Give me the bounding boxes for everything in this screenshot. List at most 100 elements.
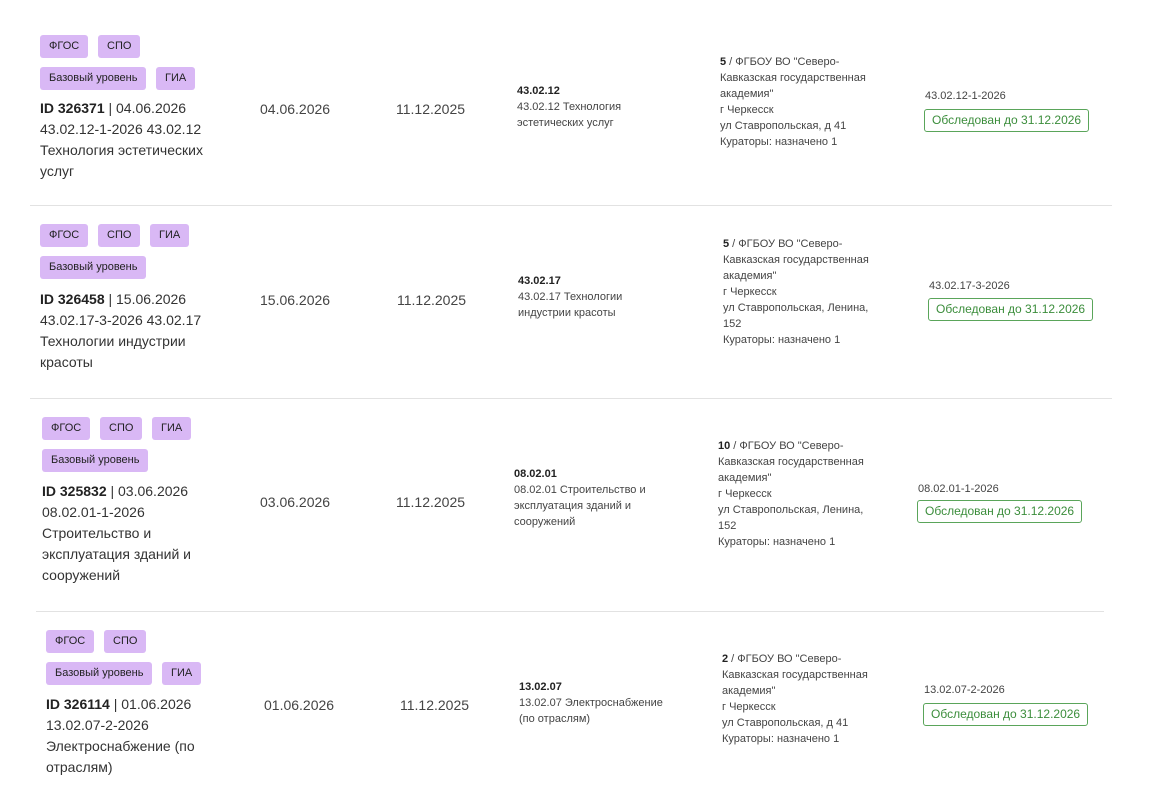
organization-line: Кавказская государственная: [720, 72, 866, 84]
row-divider: [36, 611, 1104, 612]
tag-badge: ГИА: [156, 67, 196, 90]
program-name-line: (по отраслям): [519, 713, 591, 725]
record-description-line: отраслям): [46, 759, 113, 775]
organization-line: г Черкесск: [720, 104, 774, 116]
record-description-line: Электроснабжение (по: [46, 738, 195, 754]
program-name-line: 43.02.12 Технология: [517, 101, 622, 113]
organization-line: ул Ставропольская, д 41: [722, 717, 849, 729]
organization-info: 5 / ФГБОУ ВО "Северо- Кавказская государс…: [720, 54, 910, 150]
exam-code: 13.02.07-2-2026: [924, 684, 1005, 696]
row-divider: [30, 205, 1112, 206]
organization-line: / ФГБОУ ВО "Северо-: [726, 56, 840, 68]
record-description: ID 325832 | 03.06.2026 08.02.01-1-2026 Стр…: [42, 481, 237, 586]
organization-line: ул Ставропольская, д 41: [720, 120, 847, 132]
status-badge: Обследован до 31.12.2026: [923, 703, 1089, 726]
created-date: 11.12.2025: [396, 494, 466, 510]
exam-code: 43.02.12-1-2026: [925, 90, 1006, 102]
record-description: ID 326458 | 15.06.2026 43.02.17-3-2026 43…: [40, 289, 235, 373]
program-name-line: индустрии красоты: [518, 307, 616, 319]
start-date: 15.06.2026: [260, 292, 331, 308]
record-id[interactable]: ID 326114: [46, 696, 110, 712]
tag-badge: Базовый уровень: [40, 67, 147, 90]
status-badge: Обследован до 31.12.2026: [917, 500, 1083, 523]
program-name-line: 08.02.01 Строительство и: [514, 484, 646, 496]
tag-badge: Базовый уровень: [42, 449, 149, 472]
record-id-date: | 03.06.2026: [106, 483, 189, 499]
status-badge: Обследован до 31.12.2026: [928, 298, 1094, 321]
organization-line: академия": [720, 88, 774, 100]
record-description-line: 08.02.01-1-2026: [42, 504, 145, 520]
program-name-line: 43.02.17 Технологии: [518, 291, 623, 303]
tag-badge: СПО: [98, 224, 141, 247]
start-date: 03.06.2026: [260, 494, 331, 510]
organization-line: академия": [723, 270, 777, 282]
organization-info: 10 / ФГБОУ ВО "Северо- Кавказская государ…: [718, 438, 908, 550]
record-description: ID 326114 | 01.06.2026 13.02.07-2-2026 Эле…: [46, 694, 241, 778]
record-description-line: услуг: [40, 163, 75, 179]
created-date: 11.12.2025: [396, 101, 466, 117]
program-info: 43.02.17 43.02.17 Технологии индустрии кра…: [518, 273, 698, 321]
record-id-date: | 01.06.2026: [109, 696, 192, 712]
program-name-line: 13.02.07 Электроснабжение: [519, 697, 663, 709]
tag-badge: ФГОС: [46, 630, 95, 653]
organization-line: академия": [718, 472, 772, 484]
tag-badge: ГИА: [150, 224, 190, 247]
tag-badge: СПО: [104, 630, 147, 653]
tag-badge: ФГОС: [40, 224, 89, 247]
record-description-line: сооружений: [42, 567, 121, 583]
record-description-line: Технология эстетических: [40, 142, 203, 158]
organization-line: Кураторы: назначено 1: [723, 334, 841, 346]
organization-count: 10: [718, 440, 731, 452]
tag-badge: ФГОС: [42, 417, 91, 440]
program-name-line: эстетических услуг: [517, 117, 614, 129]
record-description-line: Строительство и: [42, 525, 152, 541]
program-info: 13.02.07 13.02.07 Электроснабжение (по отр…: [519, 679, 699, 727]
organization-line: Кавказская государственная: [723, 254, 869, 266]
record-description-line: эксплуатация зданий и: [42, 546, 191, 562]
program-code: 08.02.01: [514, 468, 557, 480]
exam-code: 08.02.01-1-2026: [918, 483, 999, 495]
organization-line: 152: [723, 318, 742, 330]
program-info: 08.02.01 08.02.01 Строительство и эксплуат…: [514, 466, 694, 530]
tag-badge: ФГОС: [40, 35, 89, 58]
organization-info: 2 / ФГБОУ ВО "Северо- Кавказская государс…: [722, 651, 912, 747]
organization-count: 5: [720, 56, 727, 68]
organization-line: / ФГБОУ ВО "Северо-: [728, 653, 842, 665]
organization-line: г Черкесск: [723, 286, 777, 298]
record-id[interactable]: ID 326371: [40, 100, 105, 116]
organization-line: ул Ставропольская, Ленина,: [723, 302, 869, 314]
organization-count: 2: [722, 653, 729, 665]
organization-line: академия": [722, 685, 776, 697]
start-date: 01.06.2026: [264, 697, 335, 713]
row-divider: [30, 398, 1112, 399]
tag-badge: СПО: [100, 417, 143, 440]
organization-line: / ФГБОУ ВО "Северо-: [730, 440, 844, 452]
program-info: 43.02.12 43.02.12 Технология эстетических …: [517, 83, 697, 131]
organization-line: 152: [718, 520, 737, 532]
tag-badge: Базовый уровень: [40, 256, 147, 279]
record-id[interactable]: ID 325832: [42, 483, 107, 499]
exam-code: 43.02.17-3-2026: [929, 280, 1010, 292]
tag-badge: СПО: [98, 35, 141, 58]
start-date: 04.06.2026: [260, 101, 331, 117]
organization-line: г Черкесск: [718, 488, 772, 500]
record-description-line: 43.02.12-1-2026 43.02.12: [40, 121, 202, 137]
tag-badge: ГИА: [162, 662, 202, 685]
organization-line: / ФГБОУ ВО "Северо-: [729, 238, 843, 250]
record-description: ID 326371 | 04.06.2026 43.02.12-1-2026 43…: [40, 98, 235, 182]
record-description-line: 13.02.07-2-2026: [46, 717, 149, 733]
organization-line: г Черкесск: [722, 701, 776, 713]
organization-info: 5 / ФГБОУ ВО "Северо- Кавказская государс…: [723, 236, 913, 348]
tag-badge: ГИА: [152, 417, 192, 440]
created-date: 11.12.2025: [397, 292, 467, 308]
record-id[interactable]: ID 326458: [40, 291, 105, 307]
record-description-line: Технологии индустрии: [40, 333, 186, 349]
record-id-date: | 04.06.2026: [104, 100, 187, 116]
status-badge: Обследован до 31.12.2026: [924, 109, 1090, 132]
record-description-line: 43.02.17-3-2026 43.02.17: [40, 312, 202, 328]
program-code: 13.02.07: [519, 681, 562, 693]
created-date: 11.12.2025: [400, 697, 470, 713]
organization-line: ул Ставропольская, Ленина,: [718, 504, 864, 516]
tag-badge: Базовый уровень: [46, 662, 153, 685]
program-code: 43.02.12: [517, 85, 560, 97]
